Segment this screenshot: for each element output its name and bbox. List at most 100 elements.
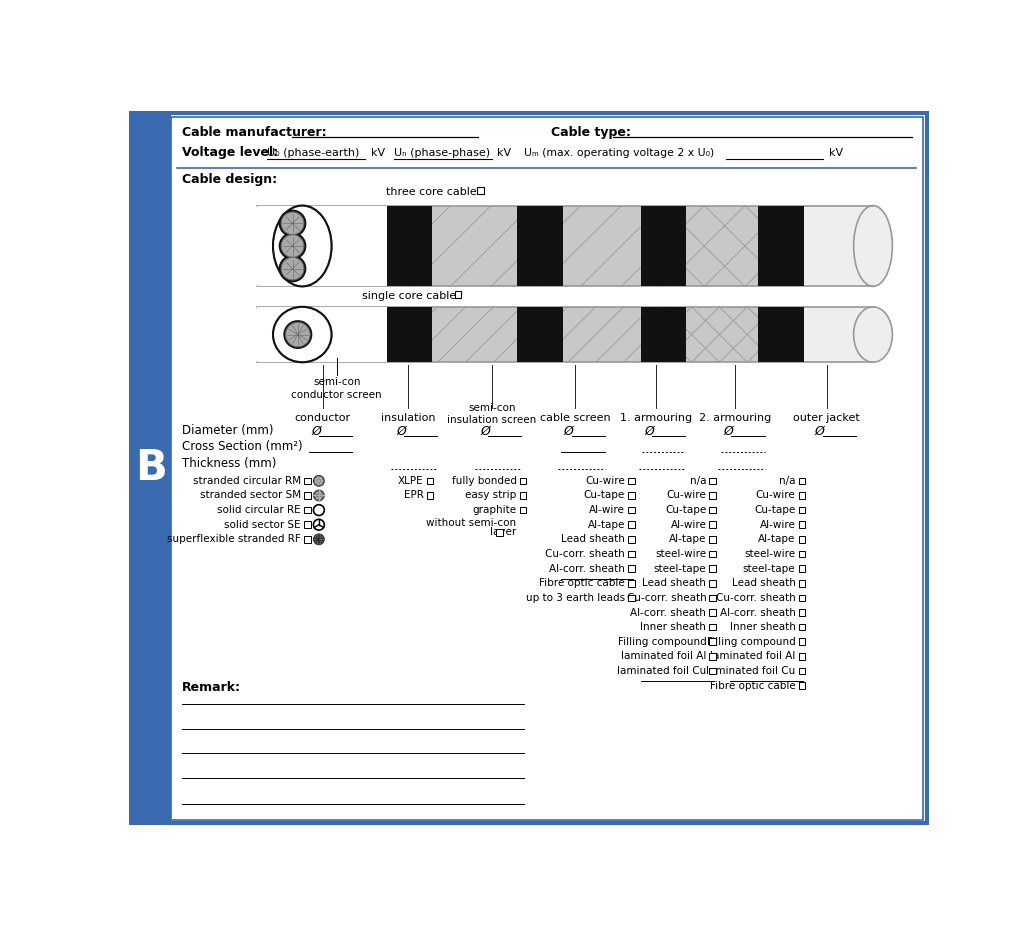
Circle shape xyxy=(281,258,303,280)
Text: graphite: graphite xyxy=(473,505,516,515)
Bar xyxy=(709,565,716,572)
Text: Al-corr. sheath: Al-corr. sheath xyxy=(549,564,625,574)
Circle shape xyxy=(315,494,317,497)
Circle shape xyxy=(314,476,324,487)
Text: Cu-wire: Cu-wire xyxy=(585,476,625,486)
Text: Fibre optic cable: Fibre optic cable xyxy=(710,680,796,691)
Bar xyxy=(628,492,635,499)
Text: Inner sheath: Inner sheath xyxy=(641,622,706,632)
Bar xyxy=(517,206,562,286)
Text: kV: kV xyxy=(829,147,843,158)
Bar xyxy=(799,667,805,674)
Text: solid sector SE: solid sector SE xyxy=(224,520,301,529)
Bar xyxy=(799,580,805,587)
Text: Uₘ (max. operating voltage 2 x U₀): Uₘ (max. operating voltage 2 x U₀) xyxy=(524,147,714,158)
Ellipse shape xyxy=(273,307,331,362)
Bar xyxy=(628,522,635,528)
Circle shape xyxy=(314,490,324,501)
Text: Al-tape: Al-tape xyxy=(669,534,706,544)
Text: B: B xyxy=(135,447,166,489)
Bar xyxy=(799,654,805,660)
Text: Ø: Ø xyxy=(563,425,574,438)
Bar xyxy=(799,522,805,528)
Text: steel-wire: steel-wire xyxy=(744,549,796,559)
Text: insulation: insulation xyxy=(381,413,436,423)
Text: fully bonded: fully bonded xyxy=(452,476,516,486)
Bar xyxy=(454,291,461,298)
Text: Ø: Ø xyxy=(396,425,407,438)
Bar xyxy=(519,507,526,514)
Text: Diameter (mm): Diameter (mm) xyxy=(182,425,273,438)
Circle shape xyxy=(316,539,317,540)
Circle shape xyxy=(314,519,324,530)
Circle shape xyxy=(279,233,307,260)
Bar xyxy=(304,477,311,484)
Text: Lead sheath: Lead sheath xyxy=(643,578,706,589)
Text: stranded sector SM: stranded sector SM xyxy=(200,490,301,501)
Bar xyxy=(628,580,635,587)
Circle shape xyxy=(320,535,321,536)
Circle shape xyxy=(281,235,303,258)
Circle shape xyxy=(317,537,318,538)
Text: 2. armouring: 2. armouring xyxy=(699,413,771,423)
Circle shape xyxy=(322,541,323,542)
Text: laminated foil Al: laminated foil Al xyxy=(710,652,796,661)
Text: Cu-corr. sheath: Cu-corr. sheath xyxy=(716,593,796,603)
Circle shape xyxy=(321,539,322,540)
Bar xyxy=(131,113,171,823)
Text: Ø: Ø xyxy=(644,425,654,438)
Circle shape xyxy=(319,491,322,494)
Bar xyxy=(799,492,805,499)
Text: Ø: Ø xyxy=(480,425,490,438)
Text: Cu-tape: Cu-tape xyxy=(584,490,625,501)
Text: laminated foil Cu: laminated foil Cu xyxy=(617,666,706,676)
Bar xyxy=(709,536,716,542)
Text: Cu-corr. sheath: Cu-corr. sheath xyxy=(545,549,625,559)
Circle shape xyxy=(279,210,307,237)
Bar xyxy=(519,477,526,484)
Text: Al-tape: Al-tape xyxy=(759,534,796,544)
Text: Cu-wire: Cu-wire xyxy=(755,490,796,501)
Text: laminated foil Al: laminated foil Al xyxy=(621,652,706,661)
Bar xyxy=(757,206,804,286)
Text: kV: kV xyxy=(370,147,385,158)
Circle shape xyxy=(320,477,322,480)
Bar xyxy=(244,307,871,362)
Bar xyxy=(781,307,875,362)
Text: Al-corr. sheath: Al-corr. sheath xyxy=(631,607,706,617)
Circle shape xyxy=(320,542,321,544)
Text: solid circular RE: solid circular RE xyxy=(218,505,301,515)
Text: Fibre optic cable: Fibre optic cable xyxy=(540,578,625,589)
Bar xyxy=(257,307,387,362)
Circle shape xyxy=(316,491,319,494)
Bar xyxy=(304,536,311,542)
Text: up to 3 earth leads: up to 3 earth leads xyxy=(526,593,625,603)
Circle shape xyxy=(318,479,320,482)
Bar xyxy=(709,477,716,484)
Text: Filling compound: Filling compound xyxy=(707,637,796,647)
Text: 1. armouring: 1. armouring xyxy=(620,413,692,423)
Text: Cross Section (mm²): Cross Section (mm²) xyxy=(182,440,302,453)
Text: n/a: n/a xyxy=(689,476,706,486)
Bar xyxy=(799,565,805,572)
Bar xyxy=(664,206,757,286)
Ellipse shape xyxy=(273,206,331,286)
Bar xyxy=(641,307,686,362)
Text: Uₙ (phase-phase): Uₙ (phase-phase) xyxy=(394,147,490,158)
Text: Inner sheath: Inner sheath xyxy=(730,622,796,632)
Circle shape xyxy=(316,497,319,500)
Bar xyxy=(426,492,433,499)
Circle shape xyxy=(319,497,322,500)
Bar xyxy=(709,522,716,528)
Bar xyxy=(410,206,517,286)
Text: Al-corr. sheath: Al-corr. sheath xyxy=(719,607,796,617)
Bar xyxy=(540,307,641,362)
Text: conductor: conductor xyxy=(295,413,351,423)
Bar xyxy=(799,551,805,557)
Bar xyxy=(757,307,804,362)
Bar xyxy=(709,639,716,645)
Circle shape xyxy=(317,535,318,536)
Bar xyxy=(709,624,716,630)
Bar xyxy=(426,477,433,484)
Bar xyxy=(628,551,635,557)
